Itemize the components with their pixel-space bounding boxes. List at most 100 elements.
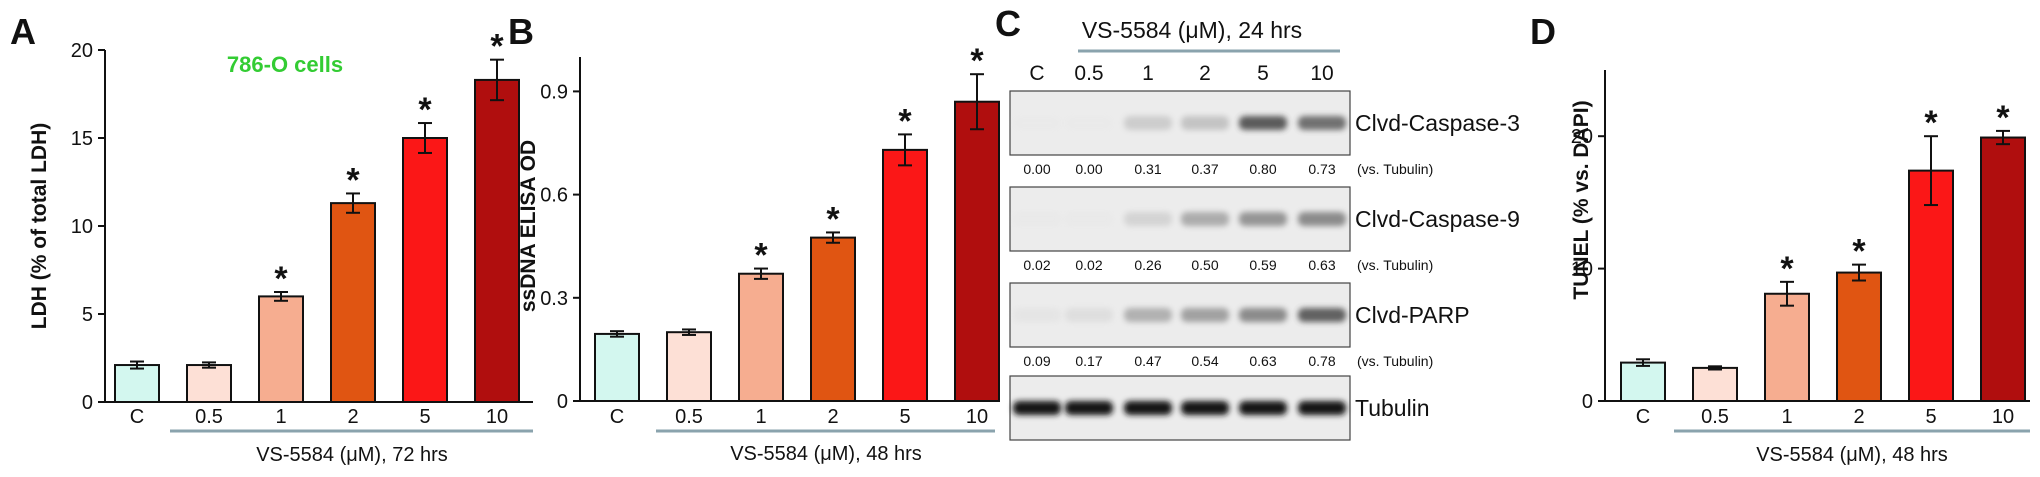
blot-row-label: Clvd-PARP [1355, 302, 1470, 328]
x-tick-label: 0.5 [675, 406, 703, 428]
x-tick-label: C [1636, 406, 1650, 428]
x-tick-label: 5 [419, 406, 430, 428]
bar-2 [1836, 271, 1882, 402]
blot-band [1065, 308, 1113, 322]
x-tick-label: 1 [755, 406, 766, 428]
y-tick-label: 0.6 [540, 185, 568, 207]
y-tick-label: 5 [82, 304, 93, 326]
panel-letter-d: D [1530, 11, 1556, 52]
significance-marker: * [346, 161, 360, 199]
quantification-reference: (vs. Tubulin) [1357, 353, 1433, 369]
band-quantification: 0.26 [1134, 257, 1161, 273]
blot-band [1298, 401, 1346, 415]
y-tick-label: 10 [1571, 259, 1593, 281]
band-quantification: 0.59 [1249, 257, 1276, 273]
y-tick-label: 0.9 [540, 81, 568, 103]
significance-marker: * [1996, 99, 2010, 137]
lane-label: 2 [1199, 62, 1211, 85]
x-tick-label: 2 [827, 406, 838, 428]
blot-row-label: Tubulin [1355, 395, 1430, 421]
band-quantification: 0.63 [1308, 257, 1335, 273]
blot-band [1239, 116, 1287, 130]
significance-marker: * [754, 237, 768, 275]
significance-marker: * [1780, 250, 1794, 288]
blot-band [1065, 116, 1113, 130]
blot-row-label: Clvd-Caspase-3 [1355, 110, 1520, 136]
x-axis-label: VS-5584 (μM), 48 hrs [1756, 444, 1948, 466]
x-tick-label: 0.5 [195, 406, 223, 428]
bar-10 [1980, 136, 2026, 403]
blot-band [1124, 116, 1172, 130]
bar-0.5 [666, 331, 712, 403]
blot-band [1065, 212, 1113, 226]
panel-letter-b: B [508, 11, 534, 52]
band-quantification: 0.80 [1249, 161, 1276, 177]
y-tick-label: 0 [557, 391, 568, 413]
y-tick-label: 0 [1582, 391, 1593, 413]
bar-0.5 [1692, 366, 1738, 402]
x-tick-label: 2 [347, 406, 358, 428]
blot-band [1065, 401, 1113, 415]
y-tick-label: 20 [71, 40, 93, 62]
x-tick-label: 10 [486, 406, 508, 428]
blot-band [1239, 401, 1287, 415]
band-quantification: 0.78 [1308, 353, 1335, 369]
band-quantification: 0.02 [1023, 257, 1050, 273]
significance-marker: * [490, 28, 504, 66]
significance-marker: * [1852, 233, 1866, 271]
bar-5 [882, 148, 928, 402]
blot-band [1298, 308, 1346, 322]
x-axis-label: VS-5584 (μM), 48 hrs [730, 443, 922, 465]
bar-2 [330, 202, 376, 403]
y-tick-label: 20 [1571, 126, 1593, 148]
x-tick-label: 1 [1781, 406, 1792, 428]
blot-band [1124, 401, 1172, 415]
bar-5 [1908, 169, 1954, 402]
band-quantification: 0.02 [1075, 257, 1102, 273]
x-tick-label: 5 [899, 406, 910, 428]
panel-letter-c: C [995, 3, 1021, 44]
cell-line-label: 786-O cells [227, 52, 343, 77]
bar-0.5 [186, 364, 232, 404]
blot-band [1181, 308, 1229, 322]
bar-10 [954, 100, 1000, 402]
x-tick-label: 10 [1992, 406, 2014, 428]
band-quantification: 0.73 [1308, 161, 1335, 177]
bar-C [114, 364, 160, 404]
bar-10 [474, 78, 520, 403]
significance-marker: * [274, 260, 288, 298]
band-quantification: 0.09 [1023, 353, 1050, 369]
blot-band [1124, 308, 1172, 322]
blot-band [1013, 401, 1061, 415]
band-quantification: 0.31 [1134, 161, 1161, 177]
y-axis-label: ssDNA ELISA OD [517, 140, 540, 312]
blot-band [1239, 308, 1287, 322]
bar-C [1620, 361, 1666, 403]
blot-band [1013, 308, 1061, 322]
quantification-reference: (vs. Tubulin) [1357, 161, 1433, 177]
band-quantification: 0.47 [1134, 353, 1161, 369]
bar-2 [810, 236, 856, 402]
bar-C [594, 332, 640, 403]
band-quantification: 0.37 [1191, 161, 1218, 177]
lane-label: 5 [1257, 62, 1269, 85]
x-tick-label: C [610, 406, 624, 428]
y-axis-label: LDH (% of total LDH) [28, 123, 51, 329]
bar-1 [258, 295, 304, 403]
x-tick-label: 2 [1853, 406, 1864, 428]
x-tick-label: 10 [966, 406, 988, 428]
band-quantification: 0.63 [1249, 353, 1276, 369]
blot-band [1181, 116, 1229, 130]
y-tick-label: 0.3 [540, 288, 568, 310]
y-axis-label: TUNEL (% vs. DAPI) [1570, 100, 1593, 299]
bar-5 [402, 137, 448, 403]
lane-label: 10 [1310, 62, 1333, 85]
lane-label: C [1029, 62, 1044, 85]
blot-band [1298, 212, 1346, 226]
blot-band [1013, 116, 1061, 130]
panel-letter-a: A [10, 11, 36, 52]
lane-label: 0.5 [1074, 62, 1103, 85]
lane-label: 1 [1142, 62, 1154, 85]
blot-band [1013, 212, 1061, 226]
